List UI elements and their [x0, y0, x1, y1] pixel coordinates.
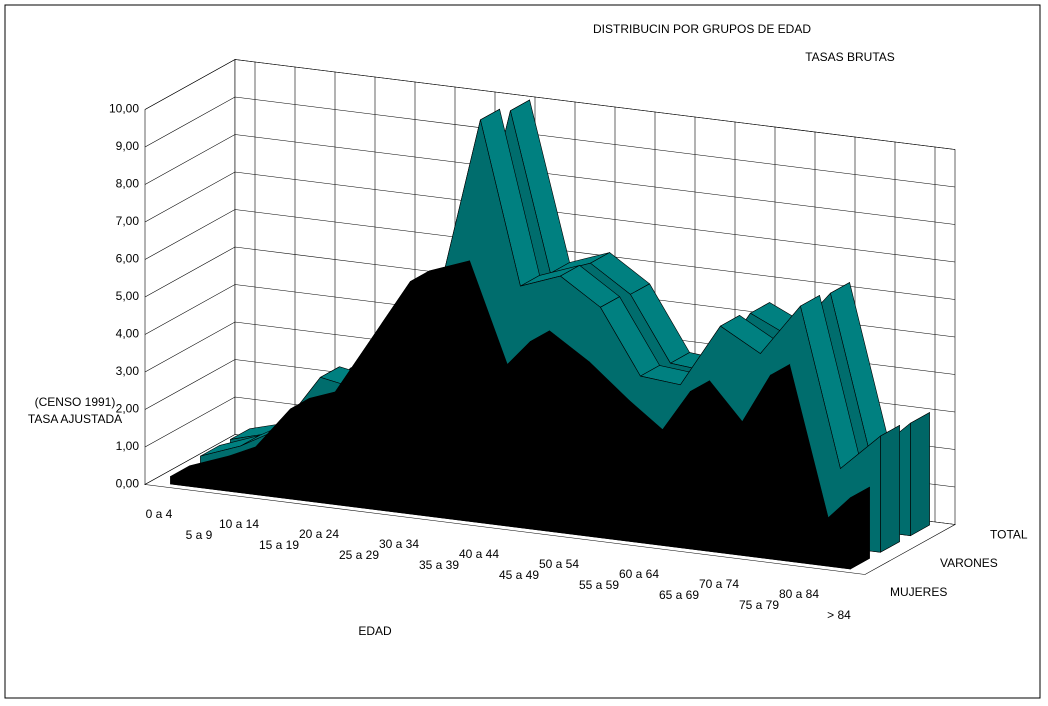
legend-label: TOTAL — [990, 528, 1028, 542]
x-tick-label: 10 a 14 — [219, 517, 259, 531]
x-tick-label: > 84 — [827, 608, 851, 622]
y-tick-label: 7,00 — [116, 214, 140, 228]
series-side — [880, 424, 900, 553]
y-axis-title: TASA AJUSTADA — [28, 412, 122, 426]
grid-line — [144, 134, 956, 225]
y-tick-label: 0,00 — [116, 477, 140, 491]
series-side — [910, 411, 930, 537]
y-tick-label: 4,00 — [116, 327, 140, 341]
x-tick-label: 40 a 44 — [459, 547, 499, 561]
y-tick-label: 1,00 — [116, 439, 140, 453]
x-tick-label: 35 a 39 — [419, 558, 459, 572]
x-tick-label: 30 a 34 — [379, 537, 419, 551]
y-tick-label: 2,00 — [116, 402, 140, 416]
x-tick-label: 60 a 64 — [619, 567, 659, 581]
x-tick-label: 55 a 59 — [579, 578, 619, 592]
grid-line — [144, 246, 956, 338]
x-tick-label: 50 a 54 — [539, 557, 579, 571]
x-tick-label: 65 a 69 — [659, 588, 699, 602]
y-tick-label: 6,00 — [116, 252, 140, 266]
x-axis-title: EDAD — [358, 624, 392, 638]
y-tick-label: 3,00 — [116, 364, 140, 378]
y-axis-title: (CENSO 1991) — [35, 395, 116, 409]
legend-label: MUJERES — [890, 585, 947, 599]
x-tick-label: 0 a 4 — [146, 507, 173, 521]
chart-subtitle: TASAS BRUTAS — [805, 50, 895, 64]
x-tick-label: 80 a 84 — [779, 587, 819, 601]
x-tick-label: 45 a 49 — [499, 568, 539, 582]
series-side — [850, 486, 870, 570]
x-tick-label: 20 a 24 — [299, 527, 339, 541]
grid-line — [144, 209, 956, 300]
x-tick-label: 75 a 79 — [739, 598, 779, 612]
y-tick-label: 9,00 — [116, 139, 140, 153]
area — [170, 271, 851, 570]
grid-line — [144, 171, 956, 263]
x-tick-label: 15 a 19 — [259, 538, 299, 552]
chart-title: DISTRIBUCIN POR GRUPOS DE EDAD — [593, 22, 811, 36]
x-tick-label: 5 a 9 — [186, 528, 213, 542]
legend-label: VARONES — [940, 556, 998, 570]
y-tick-label: 5,00 — [116, 289, 140, 303]
x-tick-label: 70 a 74 — [699, 577, 739, 591]
y-tick-label: 8,00 — [116, 177, 140, 191]
grid-line — [144, 59, 956, 150]
y-tick-label: 10,00 — [109, 102, 139, 116]
grid-line — [144, 96, 956, 188]
x-tick-label: 25 a 29 — [339, 548, 379, 562]
